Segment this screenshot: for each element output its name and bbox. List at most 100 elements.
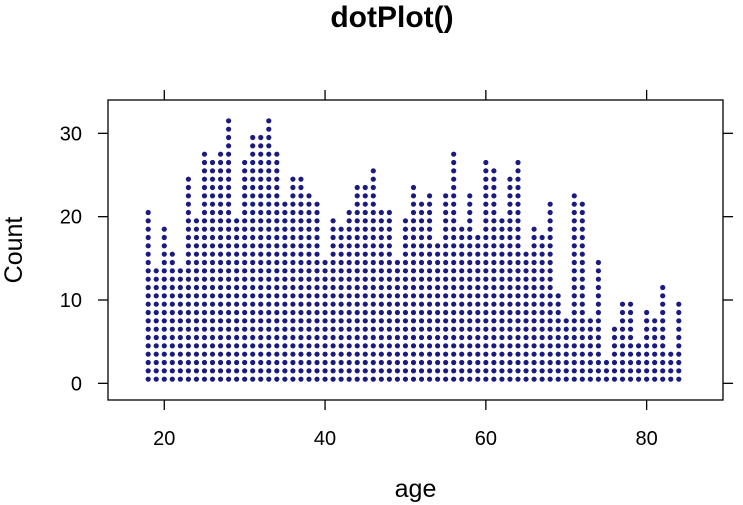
data-dot	[426, 326, 433, 332]
data-dot	[635, 376, 642, 382]
dot-column	[483, 159, 489, 382]
data-dot	[459, 376, 465, 382]
data-dot	[475, 368, 481, 374]
dot-column	[619, 301, 626, 382]
data-dot	[153, 318, 159, 324]
data-dot	[362, 209, 368, 216]
data-dot	[346, 326, 352, 332]
data-dot	[209, 359, 216, 366]
data-dot	[668, 351, 674, 357]
data-dot	[579, 359, 585, 366]
data-dot	[635, 351, 642, 357]
data-dot	[507, 301, 513, 307]
data-dot	[338, 226, 344, 232]
data-dot	[652, 368, 658, 374]
data-dot	[483, 334, 489, 341]
data-dot	[571, 259, 577, 266]
dot-column	[531, 226, 537, 382]
data-dot	[595, 318, 601, 324]
data-dot	[217, 234, 224, 241]
data-dot	[475, 376, 481, 382]
data-dot	[250, 151, 256, 157]
data-dot	[145, 284, 151, 291]
data-dot	[161, 243, 167, 249]
data-dot	[153, 376, 159, 382]
data-dot	[330, 368, 336, 374]
data-dot	[217, 184, 224, 191]
data-dot	[644, 318, 650, 324]
data-dot	[282, 209, 288, 216]
data-dot	[225, 226, 232, 232]
data-dot	[676, 326, 682, 332]
data-dot	[467, 234, 473, 241]
data-dot	[362, 193, 368, 199]
data-dot	[443, 234, 449, 241]
dot-column	[266, 118, 272, 382]
data-dot	[531, 318, 537, 324]
data-dot	[660, 351, 666, 357]
data-dot	[491, 268, 497, 274]
data-dot	[362, 326, 368, 332]
data-dot	[346, 251, 352, 257]
data-dot	[515, 284, 521, 291]
data-dot	[378, 226, 384, 232]
data-dot	[290, 318, 296, 324]
data-dot	[266, 276, 272, 282]
data-dot	[266, 118, 272, 124]
data-dot	[234, 259, 240, 266]
data-dot	[547, 293, 553, 299]
y-tick-label: 0	[71, 373, 82, 395]
data-dot	[177, 284, 183, 291]
data-dot	[515, 209, 521, 216]
data-dot	[161, 359, 167, 366]
data-dot	[322, 359, 328, 366]
data-dot	[258, 259, 264, 266]
data-dot	[507, 218, 513, 224]
data-dot	[410, 243, 417, 249]
data-dot	[217, 226, 224, 232]
data-dot	[258, 209, 264, 216]
data-dot	[234, 243, 240, 249]
data-dot	[330, 359, 336, 366]
data-dot	[193, 293, 200, 299]
data-dot	[346, 268, 352, 274]
data-dot	[290, 376, 296, 382]
data-dot	[579, 251, 585, 257]
data-dot	[225, 343, 232, 349]
data-dot	[330, 334, 336, 341]
data-dot	[555, 368, 561, 374]
data-dot	[410, 259, 417, 266]
dot-column	[290, 176, 296, 382]
data-dot	[539, 351, 545, 357]
data-dot	[314, 326, 320, 332]
data-dot	[627, 359, 634, 366]
data-dot	[322, 351, 328, 357]
data-dot	[338, 309, 344, 316]
data-dot	[467, 301, 473, 307]
data-dot	[201, 268, 208, 274]
data-dot	[354, 343, 360, 349]
data-dot	[274, 243, 280, 249]
data-dot	[491, 368, 497, 374]
data-dot	[418, 201, 425, 207]
chart-title: dotPlot()	[330, 1, 453, 34]
dot-column	[402, 218, 409, 382]
data-dot	[217, 351, 224, 357]
data-dot	[475, 259, 481, 266]
data-dot	[475, 234, 481, 241]
data-dot	[354, 259, 360, 266]
data-dot	[451, 276, 457, 282]
data-dot	[314, 301, 320, 307]
data-dot	[250, 368, 256, 374]
data-dot	[145, 334, 151, 341]
data-dot	[370, 276, 376, 282]
data-dot	[250, 334, 256, 341]
dot-column	[161, 226, 167, 382]
data-dot	[467, 351, 473, 357]
y-tick-label: 20	[60, 207, 82, 229]
data-dot	[258, 359, 264, 366]
data-dot	[338, 368, 344, 374]
data-dot	[234, 226, 240, 232]
data-dot	[515, 259, 521, 266]
data-dot	[523, 368, 529, 374]
